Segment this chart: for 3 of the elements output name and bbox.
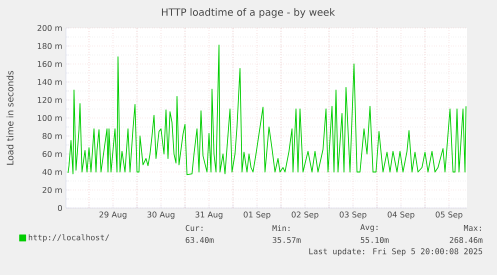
chart-title: HTTP loadtime of a page - by week	[162, 8, 336, 18]
line-series	[68, 44, 466, 176]
y-axis-title: Load time in seconds	[6, 70, 14, 165]
